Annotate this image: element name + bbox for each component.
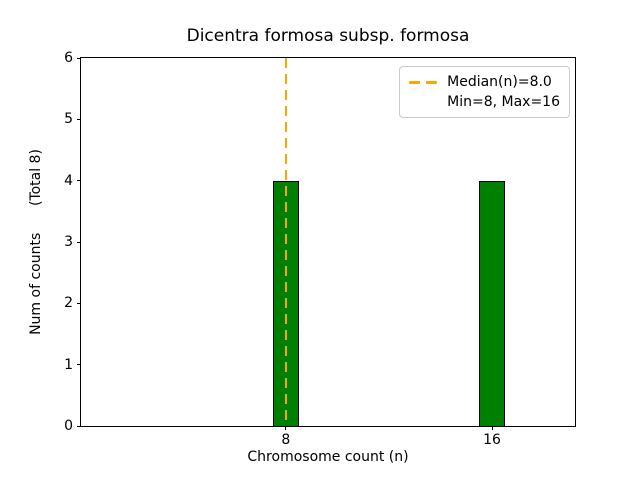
y-tick-label-2: 2 <box>64 295 73 312</box>
chart-title: Dicentra formosa subsp. formosa <box>186 26 470 46</box>
bar-n-16 <box>479 180 505 426</box>
y-tick-label-3: 3 <box>64 234 73 250</box>
y-tick-label-0: 0 <box>64 418 73 434</box>
x-tick-label-16: 16 <box>483 432 501 448</box>
median-line <box>284 58 287 426</box>
legend-entry-median: Median(n)=8.0 <box>409 72 560 92</box>
median-dashed-line-swatch <box>409 80 438 84</box>
y-tick-0 <box>77 425 81 427</box>
y-tick-3 <box>77 241 81 243</box>
x-axis-label: Chromosome count (n) <box>247 449 409 465</box>
x-tick-label-8: 8 <box>281 432 291 448</box>
y-tick-label-1: 1 <box>64 356 73 373</box>
y-tick-label-6: 6 <box>64 50 73 66</box>
y-tick-label-5: 5 <box>64 111 73 128</box>
y-tick-5 <box>77 118 81 120</box>
y-tick-2 <box>77 302 81 304</box>
y-tick-4 <box>77 180 81 182</box>
x-tick-16 <box>491 426 493 430</box>
y-tick-6 <box>77 57 81 59</box>
y-axis-label: Num of counts (Total 8) <box>28 149 44 335</box>
legend-swatch-spacer <box>409 101 437 104</box>
legend: Median(n)=8.0 Min=8, Max=16 <box>399 66 570 118</box>
y-tick-1 <box>77 364 81 366</box>
y-tick-label-4: 4 <box>64 172 73 189</box>
x-tick-8 <box>285 426 287 430</box>
legend-label-median: Median(n)=8.0 <box>447 74 552 90</box>
legend-label-minmax: Min=8, Max=16 <box>447 94 560 110</box>
legend-entry-minmax: Min=8, Max=16 <box>409 92 560 112</box>
plot-area: 0 1 2 3 4 5 6 8 16 Median(n)=8.0 Min=8, Max=16 <box>64 51 576 447</box>
